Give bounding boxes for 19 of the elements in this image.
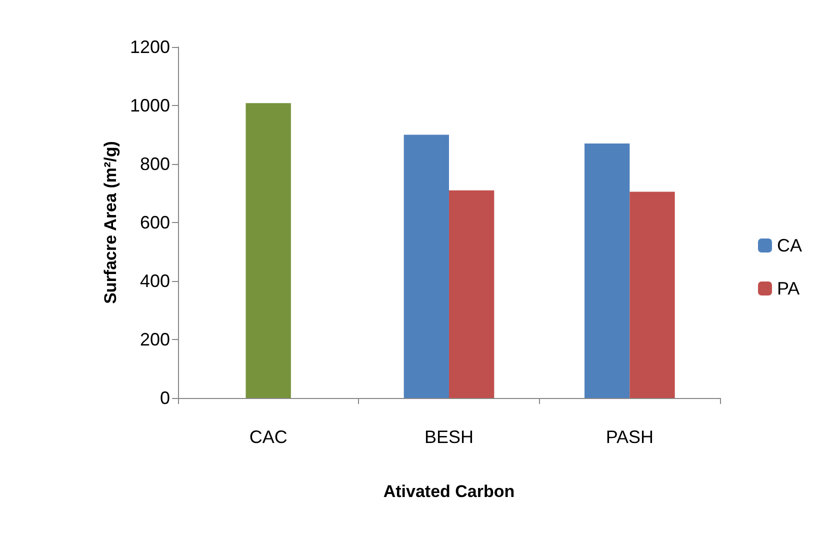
legend-label: CA — [776, 236, 802, 256]
bar — [246, 103, 291, 398]
x-tick-label: BESH — [424, 427, 474, 447]
bar — [449, 190, 494, 398]
y-tick-label: 0 — [160, 388, 170, 408]
bar — [584, 144, 630, 398]
bar — [630, 192, 675, 398]
y-tick-label: 400 — [140, 271, 170, 291]
y-tick-label: 800 — [140, 154, 170, 174]
x-axis-title: Ativated Carbon — [383, 482, 515, 501]
y-axis-title: Surfacre Area (m²/g) — [101, 141, 120, 304]
y-tick-label: 600 — [140, 212, 170, 232]
y-tick-label: 1200 — [130, 37, 170, 57]
bar — [404, 134, 449, 398]
legend-label: PA — [776, 278, 800, 298]
x-tick-label: CAC — [249, 427, 288, 447]
y-tick-label: 200 — [140, 330, 170, 350]
y-tick-label: 1000 — [130, 96, 170, 116]
x-tick-label: PASH — [606, 427, 654, 447]
